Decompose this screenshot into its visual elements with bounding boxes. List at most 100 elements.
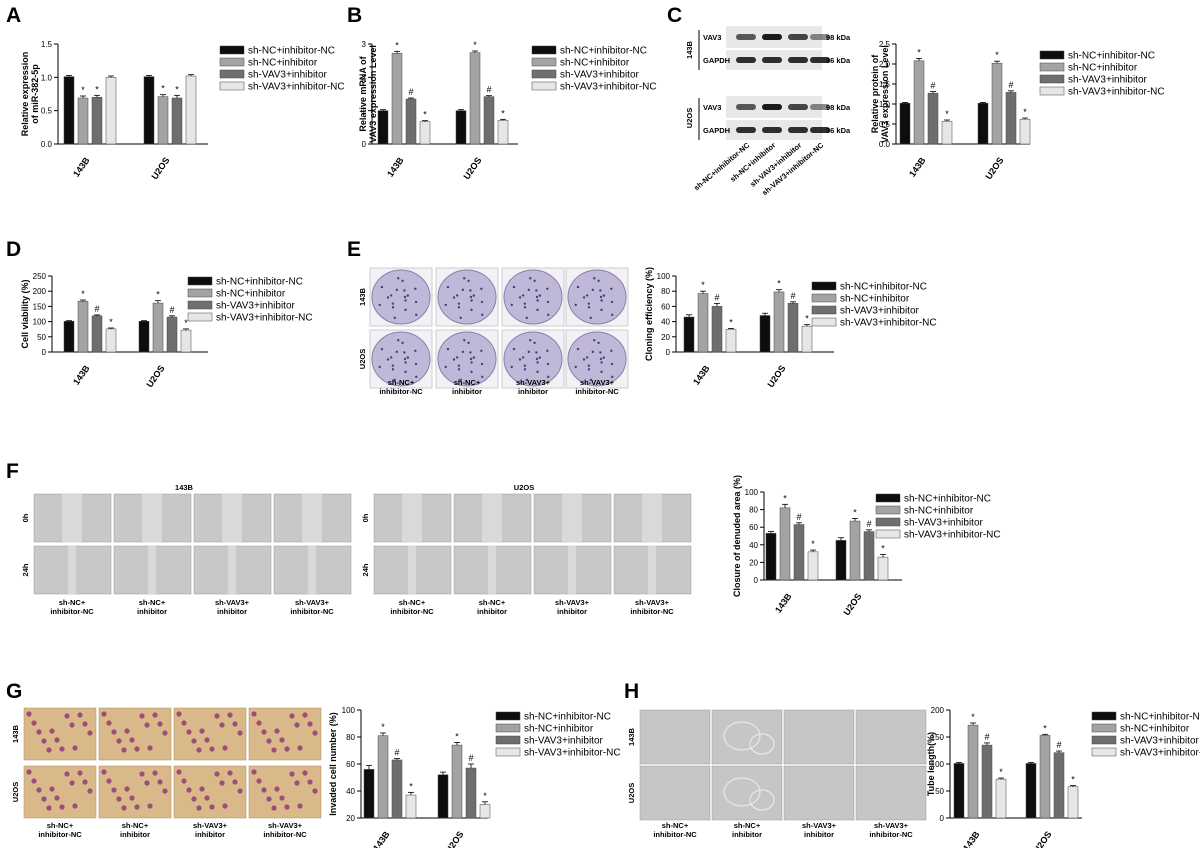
colony-plate [371,269,431,325]
bar-c-1-2 [1005,92,1017,145]
colony-dot [444,365,447,369]
colony-dot [512,285,516,289]
y-tick-label: 1.0 [879,100,891,109]
wound-gap [222,494,242,542]
invaded-cell [77,770,83,776]
legend-label: sh-NC+inhibitor-NC [216,277,303,288]
colony-dot [593,277,596,280]
legend-swatch [495,747,521,757]
colony-dot [380,347,384,351]
colony-plate-images: 143B U2OS [358,267,629,389]
transwell-image [248,707,322,761]
tube-network [749,789,775,811]
invaded-cell [307,779,313,785]
legend-label: sh-NC+inhibitor-NC [840,282,927,293]
y-tick-label: 1.5 [879,80,891,89]
bar-b-1-3 [497,120,509,145]
bar-d-0-0 [63,321,75,353]
legend-label: sh-NC+inhibitor [524,724,594,735]
condition-label: inhibitor-NC [38,830,82,839]
significance-mark: * [161,84,165,94]
legend-swatch [219,57,245,67]
legend-swatch [495,723,521,733]
bar-f-1-2 [863,531,875,581]
legend-swatch [1091,723,1117,733]
colony-dot [395,350,399,354]
y-tick-label: 0.5 [41,107,53,116]
invaded-cell [261,787,267,793]
bar-f-0-1 [779,507,791,581]
significance-mark: # [1008,80,1013,90]
legend-swatch [811,281,837,291]
legend-label: sh-NC+inhibitor-NC [1068,51,1155,62]
invaded-cell [214,713,220,719]
significance-mark: * [995,50,999,60]
y-tick-label: 40 [346,787,355,796]
significance-mark: * [971,712,975,722]
significance-mark: * [455,731,459,741]
legend-label: sh-VAV3+inhibitor-NC [248,82,345,93]
colony-dot [600,361,603,364]
invaded-cell [152,770,158,776]
colony-dot [386,296,390,299]
colony-dot [610,362,614,366]
colony-dot [521,356,525,359]
legend-label: sh-VAV3+inhibitor-NC [1068,87,1165,98]
colony-plate [503,269,563,325]
legend-swatch [811,293,837,303]
colony-dot [600,370,603,374]
invaded-cell [49,786,55,792]
colony-dot [401,279,404,283]
colony-dot [391,302,395,305]
colony-dot [480,300,484,304]
blot-band [762,57,782,63]
colony-dot [461,350,465,354]
invaded-cell [227,712,233,718]
invaded-cell [196,805,202,811]
significance-mark: * [853,507,857,517]
colony-dot [600,308,603,312]
invaded-cell [144,722,150,728]
colony-dot [546,287,549,290]
bar-d-0-3 [105,328,117,353]
condition-label: sh-NC+ [399,598,426,607]
invaded-cell [157,721,163,727]
wound-healing-images: 143B 0h 24h U2OS 0h 24h [21,483,692,595]
colony-dot [535,289,538,292]
y-tick-label: 0.0 [41,140,53,149]
y-tick-label: 80 [749,506,758,515]
colony-dot [611,313,614,317]
migration-title: 143B [175,483,194,492]
legend-label: sh-VAV3+inhibitor-NC [840,318,937,329]
significance-mark: * [917,47,921,57]
wound-gap [568,546,576,594]
y-tick-label: 1.5 [41,40,53,49]
bar-a-1-2 [171,97,183,145]
colony-dot [404,308,407,312]
invaded-cell [186,787,192,793]
legend-swatch [495,711,521,721]
bar-b-1-0 [455,110,467,145]
condition-label: sh-NC+ [122,821,149,830]
colony-dot [480,349,483,352]
invaded-cell [139,771,145,777]
colony-dot [536,361,539,364]
invaded-cell [121,747,127,753]
chart-c: 0.0 0.5 1.0 1.5 2.0 2.5 Relative protein of VAV… [870,40,1165,181]
significance-mark: # [796,512,801,522]
significance-mark: * [395,40,399,50]
colony-dot [536,299,539,302]
wound-gap [562,494,582,542]
x-category-label: U2OS [765,363,787,389]
tube-network [723,721,761,751]
significance-mark: * [501,108,505,118]
bar-e-0-1 [697,293,709,353]
colony-dot [547,375,550,379]
legend-label: sh-NC+inhibitor [560,58,630,69]
colony-dot [470,299,473,302]
colony-dot [535,357,539,361]
legend-label: sh-VAV3+inhibitor-NC [904,530,1001,541]
transwell-cell-line: U2OS [11,782,20,802]
y-tick-label: 100 [657,272,671,281]
